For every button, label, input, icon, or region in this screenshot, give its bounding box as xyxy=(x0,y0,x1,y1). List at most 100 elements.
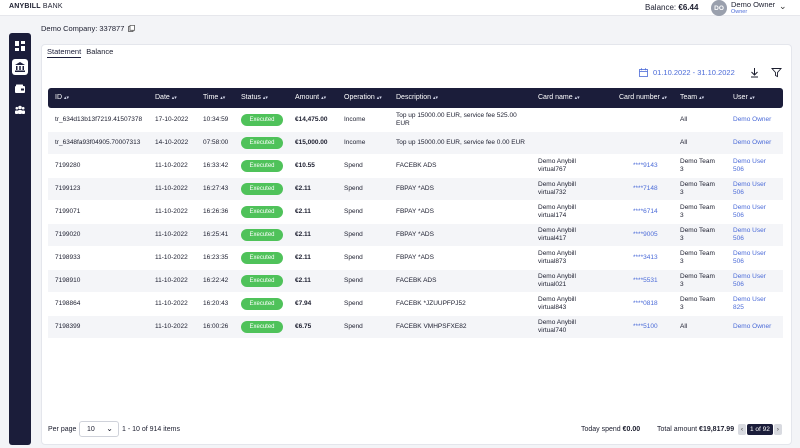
cell-team: Demo Team 3 xyxy=(680,227,715,242)
tab-balance[interactable]: Balance xyxy=(86,47,114,56)
team-icon[interactable] xyxy=(12,102,28,118)
cell-card-number[interactable]: ****7148 xyxy=(633,185,658,192)
table-row[interactable]: 7198933 11-10-2022 16:23:35 Executed €2.… xyxy=(48,247,783,269)
cell-date: 14-10-2022 xyxy=(155,139,189,146)
table-row[interactable]: 7198399 11-10-2022 16:00:26 Executed €6.… xyxy=(48,316,783,338)
cell-card-number[interactable]: ****9005 xyxy=(633,231,658,238)
column-status[interactable]: Status ▴▾ xyxy=(241,94,268,101)
cell-id: 7199020 xyxy=(55,231,81,238)
cell-description: FBPAY *ADS xyxy=(396,254,434,261)
cell-id: tr_6348fa93f04905.70007313 xyxy=(55,139,141,146)
table-row[interactable]: tr_634d13b13f7219.41507378 17-10-2022 10… xyxy=(48,109,783,131)
cell-amount: €2.11 xyxy=(295,185,311,192)
cell-id: tr_634d13b13f7219.41507378 xyxy=(55,116,143,123)
cell-card-name: Demo Anybill virtual873 xyxy=(538,250,576,265)
column-description[interactable]: Description ▴▾ xyxy=(396,94,439,101)
next-page-button[interactable]: › xyxy=(773,424,782,435)
column-team[interactable]: Team ▴▾ xyxy=(680,94,705,101)
bank-icon[interactable] xyxy=(12,59,28,75)
cell-amount: €7.94 xyxy=(295,300,312,307)
table-row[interactable]: 7199123 11-10-2022 16:27:43 Executed €2.… xyxy=(48,178,783,200)
cell-description: FBPAY *ADS xyxy=(396,231,434,238)
cell-card-number[interactable]: ****5531 xyxy=(633,277,658,284)
table-row[interactable]: 7199071 11-10-2022 16:26:36 Executed €2.… xyxy=(48,201,783,223)
total-amount: Total amount €19,817.99 xyxy=(657,426,735,433)
column-id[interactable]: ID ▴▾ xyxy=(55,94,70,101)
cell-description: FBPAY *ADS xyxy=(396,185,434,192)
cell-card-name: Demo Anybill virtual732 xyxy=(538,181,576,196)
cell-amount: €2.11 xyxy=(295,277,311,284)
cell-card-number[interactable]: ****3413 xyxy=(633,254,658,261)
cell-team: Demo Team 3 xyxy=(680,158,715,173)
pagination: ‹ 1 of 92 › xyxy=(738,424,782,435)
column-time[interactable]: Time ▴▾ xyxy=(203,94,226,101)
cell-id: 7199123 xyxy=(55,185,81,192)
cell-date: 11-10-2022 xyxy=(155,185,188,192)
top-bar: ANYBILL BANK Balance: €6.44 DO Demo Owne… xyxy=(0,0,800,16)
wallet-icon[interactable] xyxy=(12,81,28,97)
cell-card-number[interactable]: ****0818 xyxy=(633,300,658,307)
cell-user[interactable]: Demo Owner xyxy=(733,323,772,330)
calendar-icon xyxy=(639,68,648,77)
cell-time: 16:25:41 xyxy=(203,231,229,238)
cell-card-number[interactable]: ****6714 xyxy=(633,208,658,215)
table-row[interactable]: 7198864 11-10-2022 16:20:43 Executed €7.… xyxy=(48,293,783,315)
avatar[interactable]: DO xyxy=(711,0,727,16)
cell-team: Demo Team 3 xyxy=(680,250,715,265)
column-operation[interactable]: Operation ▴▾ xyxy=(344,94,382,101)
column-date[interactable]: Date ▴▾ xyxy=(155,94,177,101)
cell-user[interactable]: Demo User 506 xyxy=(733,273,766,288)
table-footer: Per page 10 ⌄ 1 - 10 of 914 items Today … xyxy=(41,420,792,440)
company-label: Demo Company: 337877 xyxy=(41,24,136,33)
cell-operation: Spend xyxy=(344,254,363,261)
cell-amount: €2.11 xyxy=(295,208,311,215)
cell-card-number[interactable]: ****9143 xyxy=(633,162,658,169)
cell-user[interactable]: Demo Owner xyxy=(733,139,772,146)
tab-bar: Statement Balance xyxy=(47,47,113,58)
account-balance: Balance: €6.44 xyxy=(645,3,699,12)
cell-card-name: Demo Anybill virtual740 xyxy=(538,319,576,334)
cell-operation: Income xyxy=(344,116,366,123)
cell-operation: Spend xyxy=(344,162,363,169)
status-badge: Executed xyxy=(241,321,283,333)
cell-user[interactable]: Demo User 506 xyxy=(733,227,766,242)
cell-id: 7198933 xyxy=(55,254,81,261)
per-page-select[interactable]: 10 ⌄ xyxy=(79,421,119,437)
cell-date: 17-10-2022 xyxy=(155,116,189,123)
dashboard-icon[interactable] xyxy=(12,38,28,54)
column-card-number[interactable]: Card number ▴▾ xyxy=(619,94,667,101)
table-row[interactable]: tr_6348fa93f04905.70007313 14-10-2022 07… xyxy=(48,132,783,154)
download-icon[interactable] xyxy=(749,67,760,78)
table-row[interactable]: 7199020 11-10-2022 16:25:41 Executed €2.… xyxy=(48,224,783,246)
cell-user[interactable]: Demo User 825 xyxy=(733,296,766,311)
cell-user[interactable]: Demo User 506 xyxy=(733,181,766,196)
cell-team: Demo Team 3 xyxy=(680,273,715,288)
user-name[interactable]: Demo Owner xyxy=(731,0,776,9)
cell-user[interactable]: Demo User 506 xyxy=(733,250,766,265)
cell-amount: €2.11 xyxy=(295,231,311,238)
cell-amount: €10.55 xyxy=(295,162,315,169)
chevron-down-icon[interactable]: ⌄ xyxy=(779,1,787,11)
cell-user[interactable]: Demo User 506 xyxy=(733,158,766,173)
prev-page-button[interactable]: ‹ xyxy=(738,424,746,435)
cell-user[interactable]: Demo Owner xyxy=(733,116,772,123)
cell-date: 11-10-2022 xyxy=(155,162,188,169)
cell-card-number[interactable]: ****5100 xyxy=(633,323,658,330)
cell-id: 7198910 xyxy=(55,277,81,284)
cell-team: Demo Team 3 xyxy=(680,181,715,196)
cell-user[interactable]: Demo User 506 xyxy=(733,204,766,219)
date-range-picker[interactable]: 01.10.2022 - 31.10.2022 xyxy=(639,68,735,77)
column-card-name[interactable]: Card name ▴▾ xyxy=(538,94,580,101)
cell-operation: Spend xyxy=(344,185,363,192)
copy-icon[interactable] xyxy=(128,25,136,32)
table-row[interactable]: 7199280 11-10-2022 16:33:42 Executed €10… xyxy=(48,155,783,177)
table-header: ID ▴▾ Date ▴▾ Time ▴▾ Status ▴▾ Amount ▴▾ Ope… xyxy=(48,88,783,108)
table-row[interactable]: 7198910 11-10-2022 16:22:42 Executed €2.… xyxy=(48,270,783,292)
column-amount[interactable]: Amount ▴▾ xyxy=(295,94,327,101)
tab-statement[interactable]: Statement xyxy=(47,47,82,58)
column-user[interactable]: User ▴▾ xyxy=(733,94,755,101)
filter-icon[interactable] xyxy=(771,67,782,78)
cell-id: 7199280 xyxy=(55,162,81,169)
cell-time: 16:23:35 xyxy=(203,254,229,261)
cell-operation: Spend xyxy=(344,231,363,238)
